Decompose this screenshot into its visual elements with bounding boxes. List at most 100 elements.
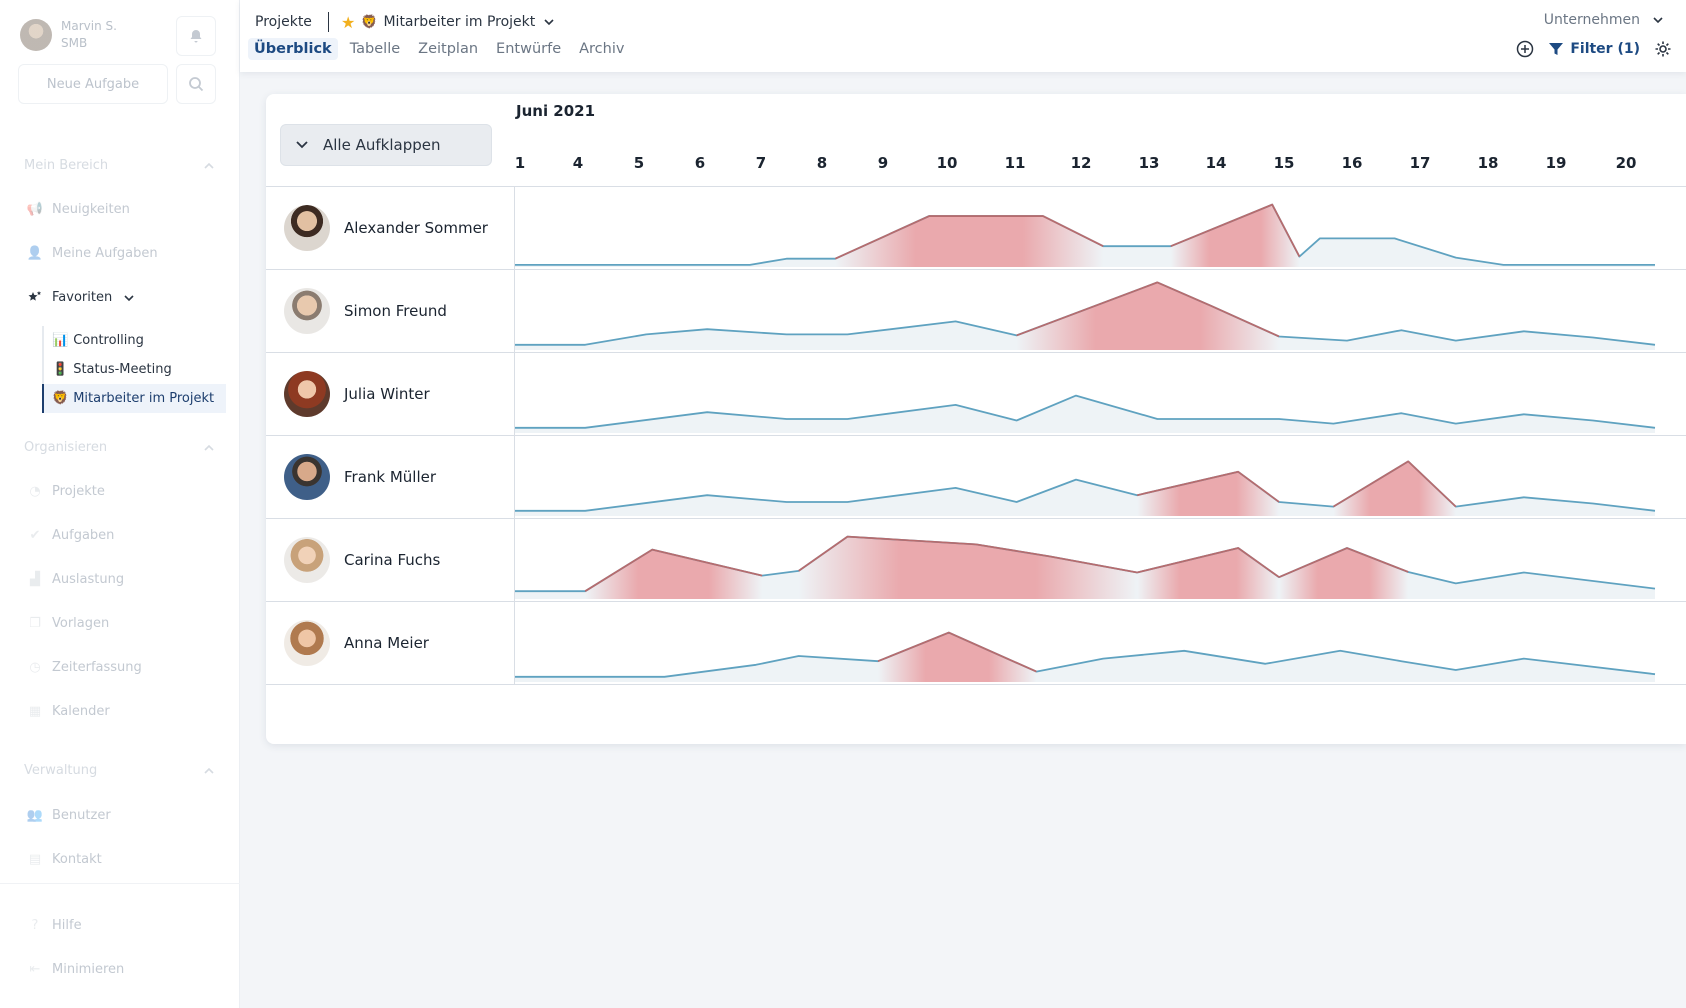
overload-highlight [585,549,763,599]
tab-archiv[interactable]: Archiv [579,41,625,57]
pie-chart-icon: ◔ [29,484,41,499]
tab-ueberblick[interactable]: Überblick [248,38,338,60]
megaphone-icon: 📢 [26,202,44,217]
users-icon: 👥 [26,808,44,823]
sidebar-item-benutzer[interactable]: 👥 Benutzer [26,808,111,823]
tab-tabelle[interactable]: Tabelle [349,41,401,57]
favorite-item-mitarbeiter-im-projekt[interactable]: 🦁 Mitarbeiter im Projekt [42,384,226,413]
sidebar-item-label: Hilfe [52,918,82,933]
chevron-down-icon[interactable] [543,17,555,27]
avatar[interactable] [20,19,52,51]
overload-line [1136,470,1280,503]
lion-icon: 🦁 [361,14,378,30]
person-name: Anna Meier [344,634,429,652]
filter-button[interactable]: Filter (1) [1548,41,1640,57]
breadcrumb-root[interactable]: Projekte [255,14,312,30]
overload-line [1170,203,1301,258]
sidebar-item-meine-aufgaben[interactable]: 👤 Meine Aufgaben [26,246,158,261]
bar-chart-icon: 📊 [52,333,69,348]
workload-line [515,460,1656,512]
section-organisieren[interactable]: Organisieren [24,440,214,455]
help-icon: ? [31,918,39,933]
section-mein-bereich[interactable]: Mein Bereich [24,158,214,173]
sidebar-item-zeiterfassung[interactable]: ◷ Zeiterfassung [26,660,141,675]
expand-all-button[interactable]: Alle Aufklappen [280,124,492,166]
workload-line [515,631,1656,678]
sidebar-item-label: Benutzer [52,808,111,823]
sidebar-item-kontakt[interactable]: ▤ Kontakt [26,852,102,867]
overload-highlight [878,632,1037,682]
sidebar-item-label: Projekte [52,484,105,499]
view-tabs: Überblick Tabelle Zeitplan Entwürfe Arch… [248,38,630,60]
sidebar-item-label: Minimieren [52,962,125,977]
person-row[interactable]: Simon Freund [266,270,1686,353]
person-row[interactable]: Alexander Sommer [266,187,1686,270]
user-check-icon: 👤 [26,246,44,261]
person-row[interactable]: Carina Fuchs [266,519,1686,602]
workload-line [515,394,1656,429]
favorite-label: Status-Meeting [73,362,172,377]
person-row[interactable]: Julia Winter [266,353,1686,436]
new-task-button[interactable]: Neue Aufgabe [18,64,168,104]
chevron-up-icon [204,767,214,774]
chevron-up-icon [204,444,214,451]
add-circle-icon[interactable] [1516,40,1534,58]
favorite-item-status-meeting[interactable]: 🚦 Status-Meeting [44,355,226,384]
view-name[interactable]: Mitarbeiter im Projekt [383,14,536,30]
chevron-up-icon [204,162,214,169]
favorite-item-controlling[interactable]: 📊 Controlling [44,326,226,355]
overload-line [877,631,1037,673]
sidebar-item-neuigkeiten[interactable]: 📢 Neuigkeiten [26,202,130,217]
section-label: Organisieren [24,440,108,455]
avatar [284,537,330,583]
favorites-list: 📊 Controlling 🚦 Status-Meeting 🦁 Mitarbe… [42,326,226,413]
overload-highlight [1333,461,1456,516]
divider [0,883,240,884]
day-label: 20 [1615,154,1637,172]
sidebar-item-minimieren[interactable]: ⇤ Minimieren [26,962,125,977]
tab-zeitplan[interactable]: Zeitplan [418,41,479,57]
avatar [284,371,330,417]
person-row[interactable]: Frank Müller [266,436,1686,519]
filter-icon [1549,43,1564,55]
day-label: 6 [694,154,706,172]
day-label: 18 [1477,154,1499,172]
copy-icon: ❐ [29,616,41,631]
sidebar-item-projekte[interactable]: ◔ Projekte [26,484,105,499]
sidebar-item-vorlagen[interactable]: ❐ Vorlagen [26,616,109,631]
day-label: 4 [572,154,584,172]
overload-line [1278,547,1409,578]
section-verwaltung[interactable]: Verwaltung [24,763,214,778]
sidebar-item-favoriten[interactable]: Favoriten [26,290,134,305]
person-row[interactable]: Anna Meier [266,602,1686,685]
day-label: 15 [1273,154,1295,172]
sidebar: Marvin S. SMB Neue Aufgabe Mein Bereich … [0,0,240,1008]
sidebar-item-label: Kontakt [52,852,102,867]
chevron-down-icon [296,141,308,149]
tab-entwuerfe[interactable]: Entwürfe [496,41,562,57]
toolbar: Filter (1) [1516,40,1672,58]
star-icon[interactable]: ★ [340,12,356,32]
notifications-button[interactable] [176,16,216,56]
sidebar-item-label: Meine Aufgaben [52,246,158,261]
day-label: 10 [936,154,958,172]
sidebar-item-aufgaben[interactable]: ✔ Aufgaben [26,528,115,543]
top-header: Projekte ★ 🦁 Mitarbeiter im Projekt Über… [240,0,1686,72]
filter-label: Filter (1) [1570,41,1640,57]
search-button[interactable] [176,64,216,104]
day-label: 5 [633,154,645,172]
user-profile[interactable]: Marvin S. SMB [20,18,117,52]
sidebar-item-auslastung[interactable]: ▟ Auslastung [26,572,124,587]
sidebar-item-hilfe[interactable]: ? Hilfe [26,918,82,933]
calendar-icon: ▦ [28,704,42,719]
gear-icon[interactable] [1654,40,1672,58]
company-select[interactable]: Unternehmen [1544,12,1664,28]
overload-highlight [835,216,1104,267]
avatar [284,620,330,666]
sidebar-item-kalender[interactable]: ▦ Kalender [26,704,110,719]
breadcrumb-separator [327,12,329,32]
workload-area [515,204,1655,267]
avatar [284,288,330,334]
contact-card-icon: ▤ [28,852,42,867]
workload-area [515,461,1655,516]
